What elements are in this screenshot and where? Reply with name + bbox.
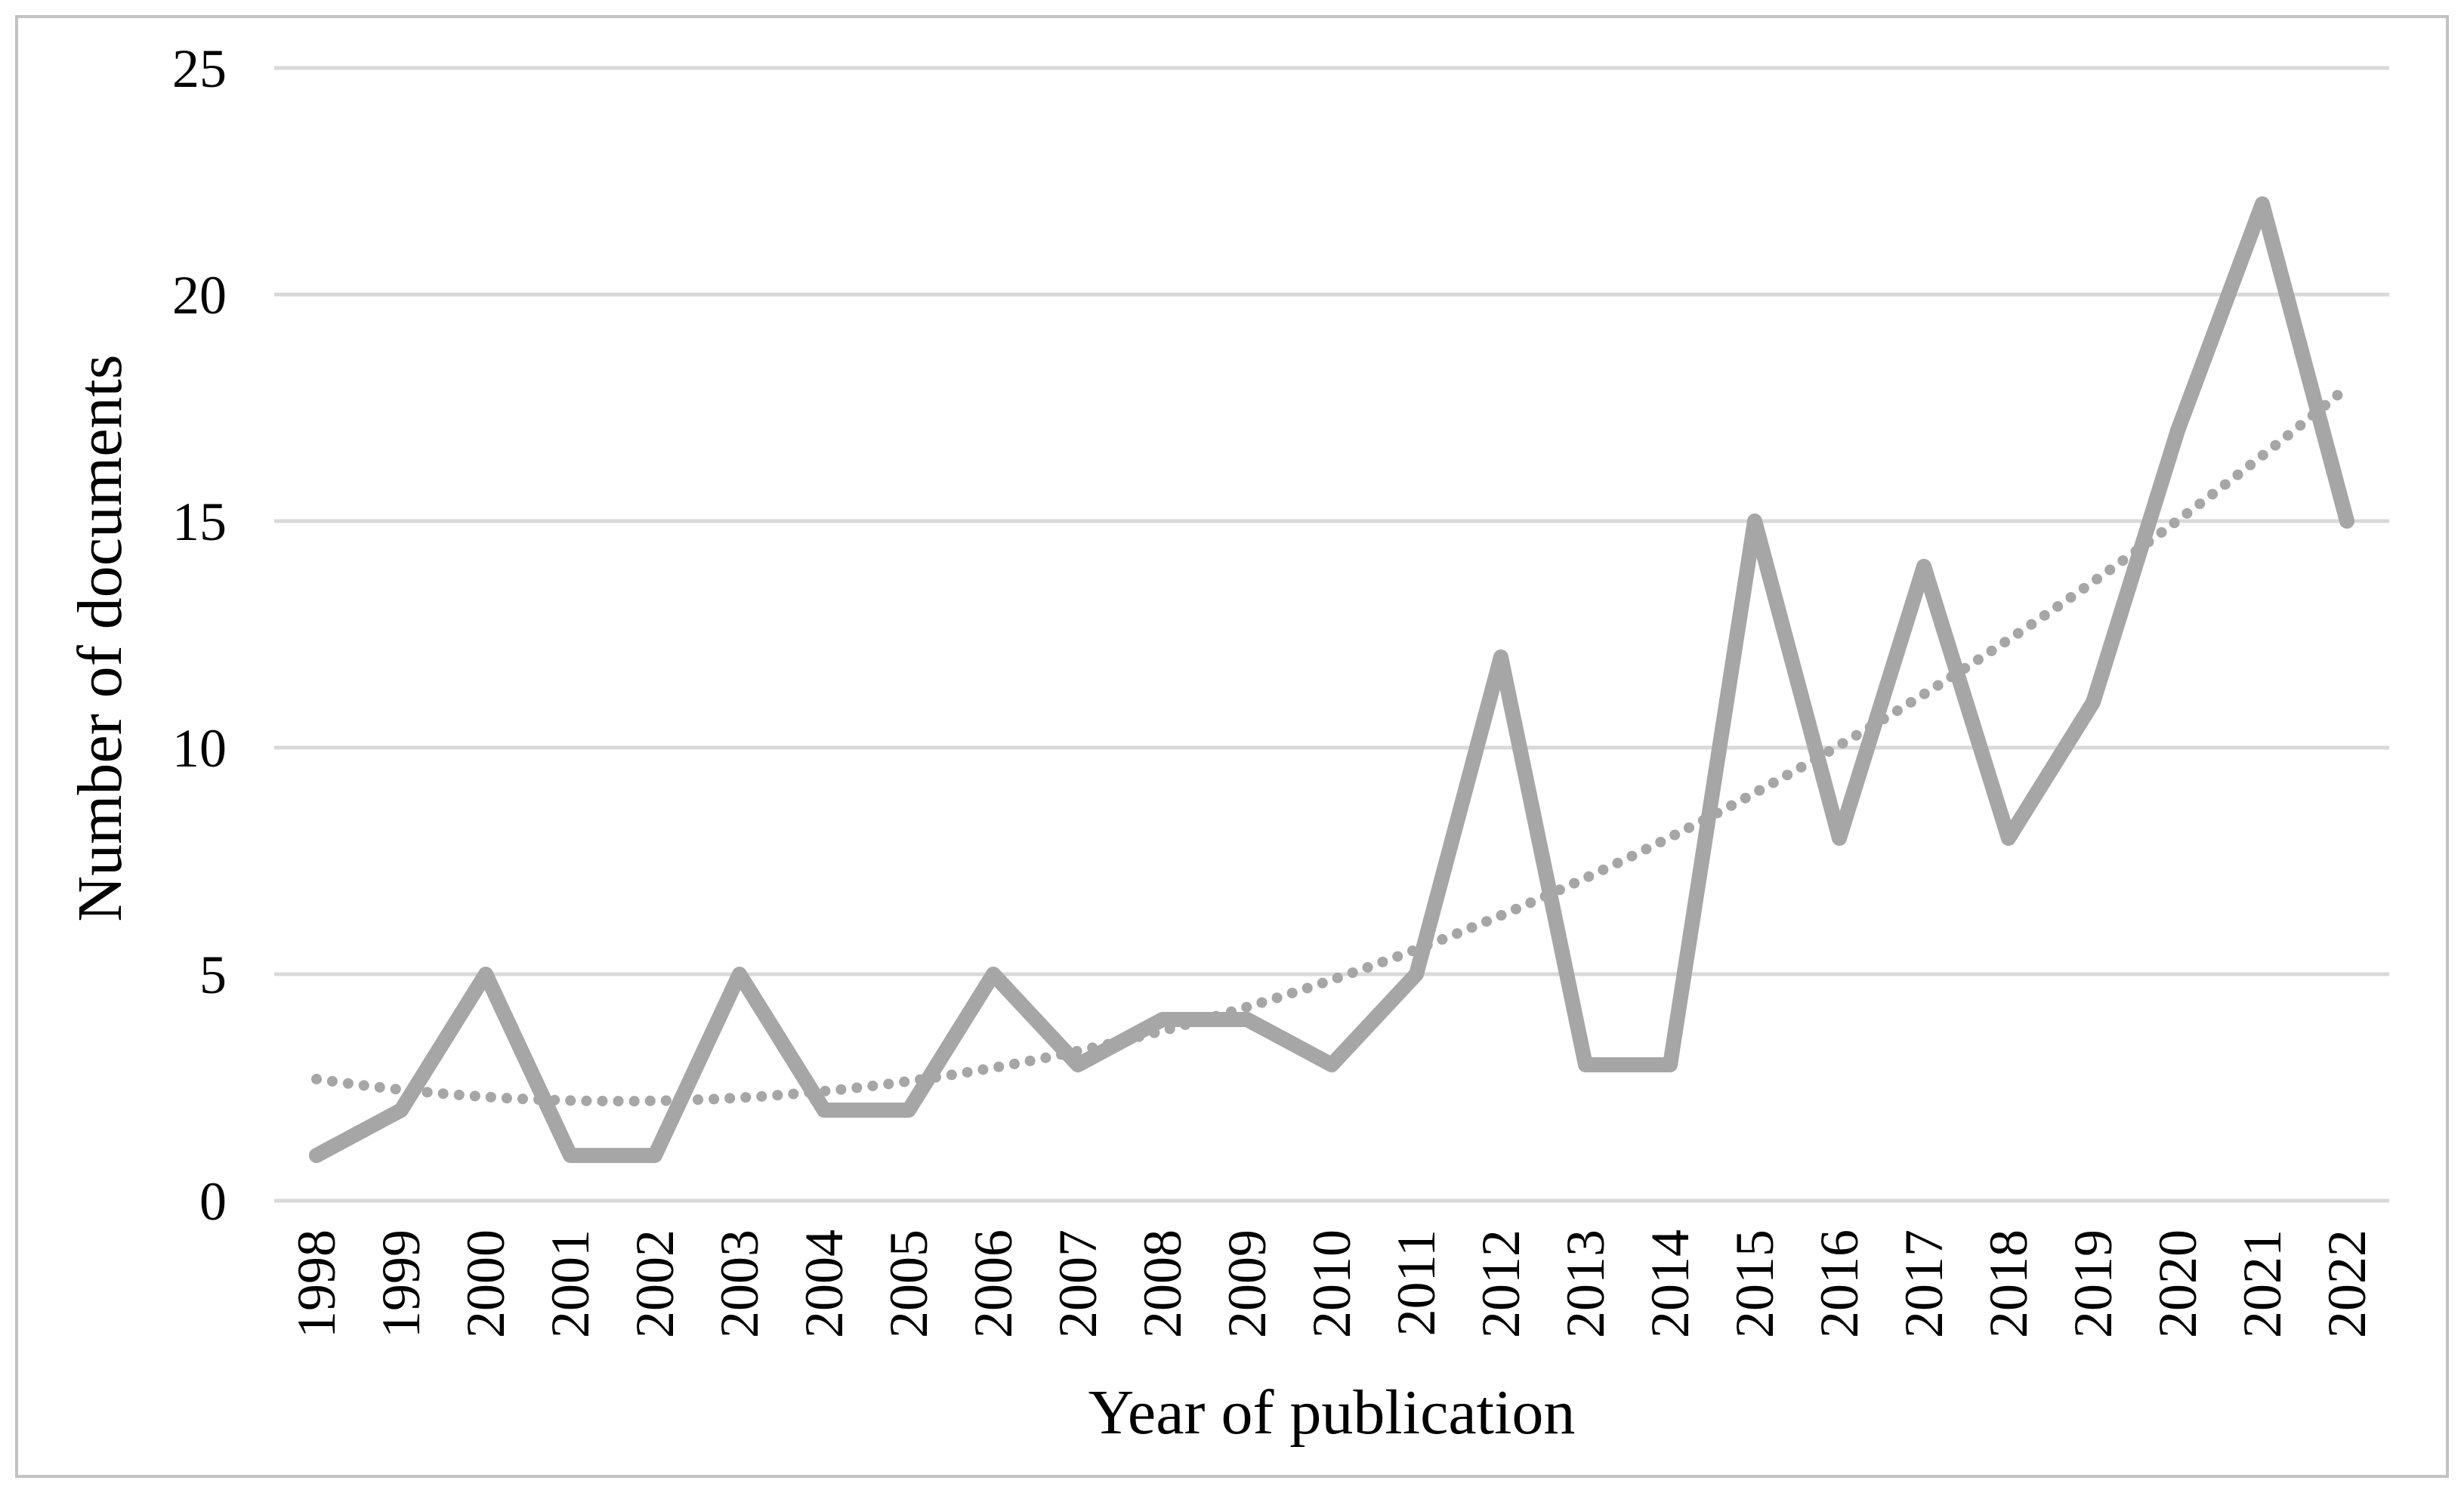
x-tick-label: 2003	[709, 1229, 770, 1338]
x-tick-label: 2007	[1048, 1229, 1108, 1338]
y-tick-label: 15	[172, 492, 227, 552]
figure-border	[15, 15, 2449, 1478]
x-tick-label: 1999	[371, 1229, 431, 1338]
y-tick-label: 5	[199, 945, 227, 1005]
x-tick-label: 2011	[1386, 1229, 1447, 1336]
x-tick-label: 2014	[1640, 1229, 1700, 1338]
y-tick-label: 10	[172, 718, 227, 779]
x-tick-label: 2001	[540, 1229, 601, 1338]
trendline-group	[311, 382, 2352, 1107]
x-tick-label: 2022	[2317, 1229, 2377, 1338]
series-line	[309, 196, 2354, 1163]
x-tick-label: 2009	[1217, 1229, 1277, 1338]
x-tick-label: 1998	[286, 1229, 347, 1338]
x-tick-label: 2016	[1809, 1229, 1870, 1338]
x-axis-title: Year of publication	[1088, 1377, 1576, 1448]
y-gridlines	[274, 66, 2389, 1203]
y-axis-title: Number of documents	[65, 354, 135, 921]
x-tick-label: 2020	[2148, 1229, 2208, 1338]
trendline	[311, 382, 2352, 1107]
x-tick-label: 2008	[1132, 1229, 1193, 1338]
y-tick-label: 0	[199, 1171, 227, 1232]
x-tick-label: 2021	[2232, 1229, 2293, 1338]
y-axis-tick-labels: 0 5 10 15 20 25	[172, 39, 227, 1232]
series-group	[309, 196, 2354, 1163]
x-tick-label: 2005	[878, 1229, 939, 1338]
y-tick-label: 20	[172, 265, 227, 325]
y-tick-label: 25	[172, 39, 227, 99]
x-tick-label: 2017	[1894, 1229, 1954, 1338]
x-tick-label: 2018	[1978, 1229, 2039, 1338]
x-tick-label: 2010	[1301, 1229, 1362, 1338]
x-tick-label: 2015	[1724, 1229, 1785, 1338]
x-tick-label: 2013	[1555, 1229, 1616, 1338]
x-tick-label: 2012	[1471, 1229, 1531, 1338]
x-tick-label: 2004	[794, 1229, 854, 1338]
x-tick-label: 2002	[625, 1229, 685, 1338]
x-tick-label: 2019	[2063, 1229, 2123, 1338]
x-tick-label: 2006	[963, 1229, 1024, 1338]
x-tick-label: 2000	[455, 1229, 516, 1338]
x-axis-tick-labels: 1998 1999 2000 2001 2002 2003 2004 2005 2006 2007…	[286, 1229, 2377, 1338]
